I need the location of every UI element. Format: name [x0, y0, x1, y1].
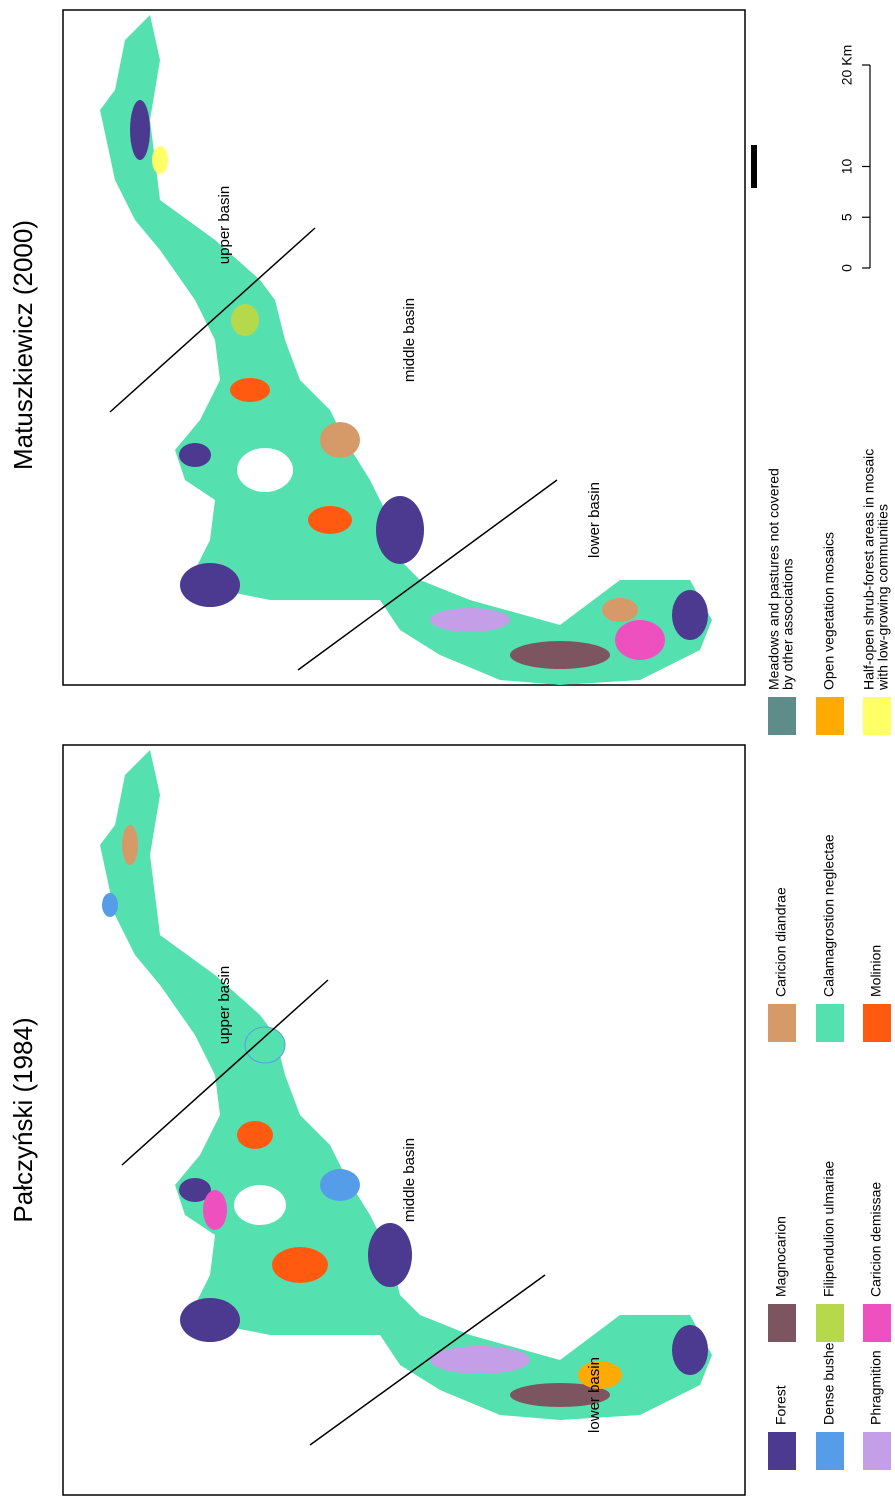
region-label: upper basin — [216, 186, 233, 264]
scale-label: 0 — [839, 264, 855, 272]
legend-label: with low-growing communities — [875, 504, 891, 691]
legend-swatch — [863, 697, 891, 735]
patch — [272, 1247, 328, 1283]
map — [100, 750, 712, 1420]
legend-label: Caricion demissae — [868, 1182, 884, 1297]
legend-swatch — [816, 1004, 844, 1042]
patch — [122, 825, 138, 865]
legend-swatch — [816, 1432, 844, 1470]
scale-label: 5 — [839, 213, 855, 221]
patch — [231, 304, 259, 336]
legend-label: Calamagrostion neglectae — [821, 834, 837, 997]
patch — [602, 598, 638, 622]
scale-label: 10 — [839, 159, 855, 175]
legend-swatch — [768, 1432, 796, 1470]
legend-label: Dense bushes — [821, 1335, 837, 1425]
legend-label: Filipendulion ulmariae — [821, 1161, 837, 1297]
legend-label: Open vegetation mosaics — [821, 532, 837, 690]
region-label: lower basin — [586, 1357, 603, 1433]
legend-label: Molinion — [868, 945, 884, 997]
patch — [368, 1223, 412, 1287]
legend-label: Caricion diandrae — [773, 887, 789, 997]
patch — [152, 146, 168, 174]
legend-swatch — [768, 1004, 796, 1042]
legend-label: Magnocarion — [773, 1216, 789, 1297]
scale-label: 20 Km — [839, 45, 855, 85]
patch — [234, 1185, 286, 1225]
legend-label: Meadows and pastures not covered — [766, 468, 782, 690]
legend-label: by other associations — [780, 558, 796, 690]
patch — [203, 1190, 227, 1230]
legend-swatch — [863, 1432, 891, 1470]
patch — [510, 641, 610, 669]
basin-divider — [309, 1274, 546, 1446]
patch — [179, 443, 211, 467]
basin-divider — [297, 479, 558, 671]
scale-mark — [751, 145, 757, 188]
patch — [376, 496, 424, 564]
patch — [430, 608, 510, 632]
patch — [230, 378, 270, 402]
patch — [430, 1346, 530, 1374]
patch — [672, 1325, 708, 1375]
legend-label: Half-open shrub-forest areas in mosaic — [861, 449, 877, 690]
legend-swatch — [863, 1004, 891, 1042]
region-label: middle basin — [401, 298, 418, 382]
region-label: middle basin — [401, 1138, 418, 1222]
panel-frame — [62, 9, 746, 686]
map — [100, 15, 712, 685]
legend-swatch — [768, 1304, 796, 1342]
basin-divider — [121, 979, 329, 1166]
basin-divider — [109, 227, 316, 413]
patch — [130, 100, 150, 160]
panel-title: Matuszkiewicz (2000) — [8, 220, 38, 470]
patch — [510, 1383, 610, 1407]
patch — [672, 590, 708, 640]
legend-label: Phragmition — [868, 1350, 884, 1425]
patch — [237, 1121, 273, 1149]
patch — [308, 506, 352, 534]
patch — [102, 893, 118, 917]
legend-swatch — [768, 697, 796, 735]
patch — [180, 1298, 240, 1342]
legend-swatch — [816, 697, 844, 735]
patch — [244, 1026, 286, 1064]
panel-title: Pałczyński (1984) — [8, 1017, 38, 1222]
patch — [320, 1169, 360, 1201]
patch — [180, 563, 240, 607]
legend-label: Forest — [773, 1385, 789, 1425]
region-label: upper basin — [216, 966, 233, 1044]
patch — [615, 620, 665, 660]
patch — [179, 1178, 211, 1202]
patch — [237, 448, 293, 492]
patch — [320, 422, 360, 458]
legend-swatch — [816, 1304, 844, 1342]
legend-swatch — [863, 1304, 891, 1342]
panel-frame — [62, 744, 746, 1496]
region-label: lower basin — [586, 482, 603, 558]
patch — [578, 1361, 622, 1389]
